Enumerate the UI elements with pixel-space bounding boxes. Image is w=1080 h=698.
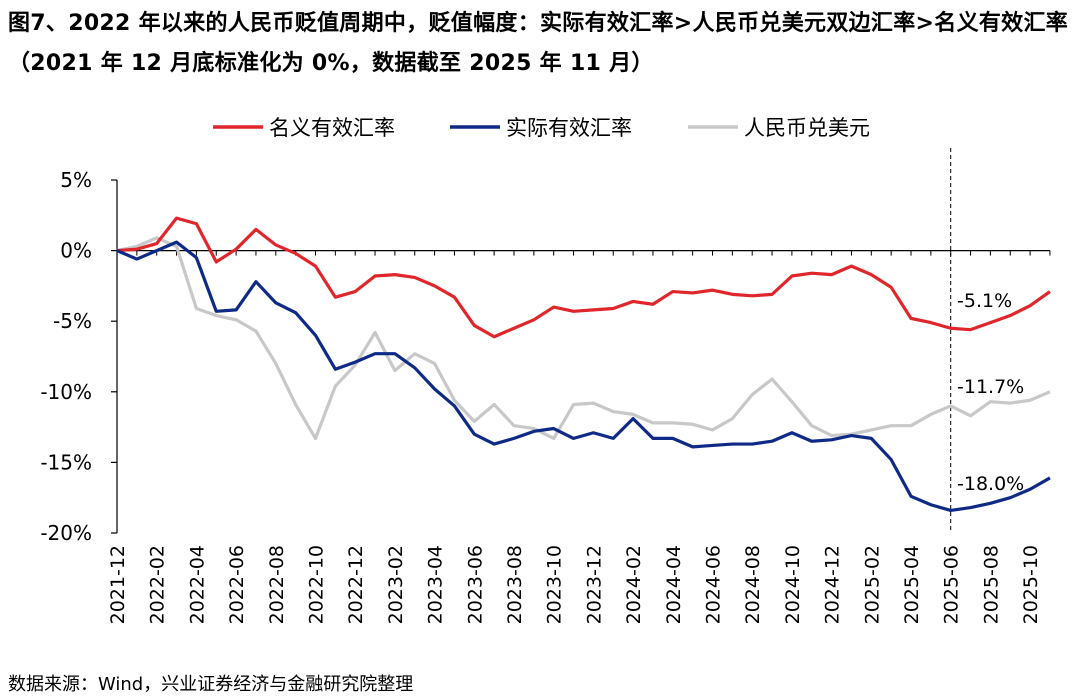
y-tick-label: -10% [40,380,92,404]
x-tick-label: 2025-10 [1020,545,1042,624]
series-line-1 [116,240,1051,513]
x-tick-label: 2023-08 [504,545,526,624]
source-note: 数据来源：Wind，兴业证券经济与金融研究院整理 [8,674,414,695]
x-tick-label: 2022-02 [147,545,169,624]
data-label: -5.1% [957,290,1012,312]
x-tick-label: 2023-02 [385,545,407,624]
y-tick-label: 5% [60,168,92,192]
x-tick-label: 2025-06 [941,545,963,624]
x-tick-label: 2024-04 [663,545,685,624]
legend-label: 人民币兑美元 [744,116,870,140]
y-tick-label: -15% [40,450,92,474]
series-line-2 [116,236,1051,440]
x-tick-label: 2024-08 [742,545,764,624]
chart-title: 图7、2022 年以来的人民币贬值周期中，贬值幅度：实际有效汇率>人民币兑美元双… [8,11,1069,76]
legend-label: 实际有效汇率 [506,116,632,140]
x-tick-label: 2024-02 [623,545,645,624]
x-tick-label: 2024-06 [703,545,725,624]
x-tick-label: 2023-10 [544,545,566,624]
series-line-0 [116,216,1051,339]
x-tick-label: 2024-12 [822,545,844,624]
y-tick-label: -20% [40,521,92,545]
y-tick-label: -5% [53,309,92,333]
x-tick-label: 2024-10 [782,545,804,624]
x-tick-label: 2023-06 [464,545,486,624]
legend-label: 名义有效汇率 [269,116,395,140]
x-tick-label: 2021-12 [107,545,129,624]
data-label: -11.7% [957,376,1024,398]
x-tick-label: 2023-04 [425,545,447,624]
x-tick-label: 2022-06 [226,545,248,624]
x-tick-label: 2022-10 [306,545,328,624]
x-tick-label: 2025-04 [901,545,923,624]
x-tick-label: 2023-12 [583,545,605,624]
x-tick-label: 2025-08 [980,545,1002,624]
x-tick-label: 2025-02 [861,545,883,624]
x-tick-label: 2022-08 [266,545,288,624]
data-label: -18.0% [957,473,1024,495]
x-tick-label: 2022-12 [345,545,367,624]
x-tick-label: 2022-04 [186,545,208,624]
y-tick-label: 0% [60,239,92,263]
